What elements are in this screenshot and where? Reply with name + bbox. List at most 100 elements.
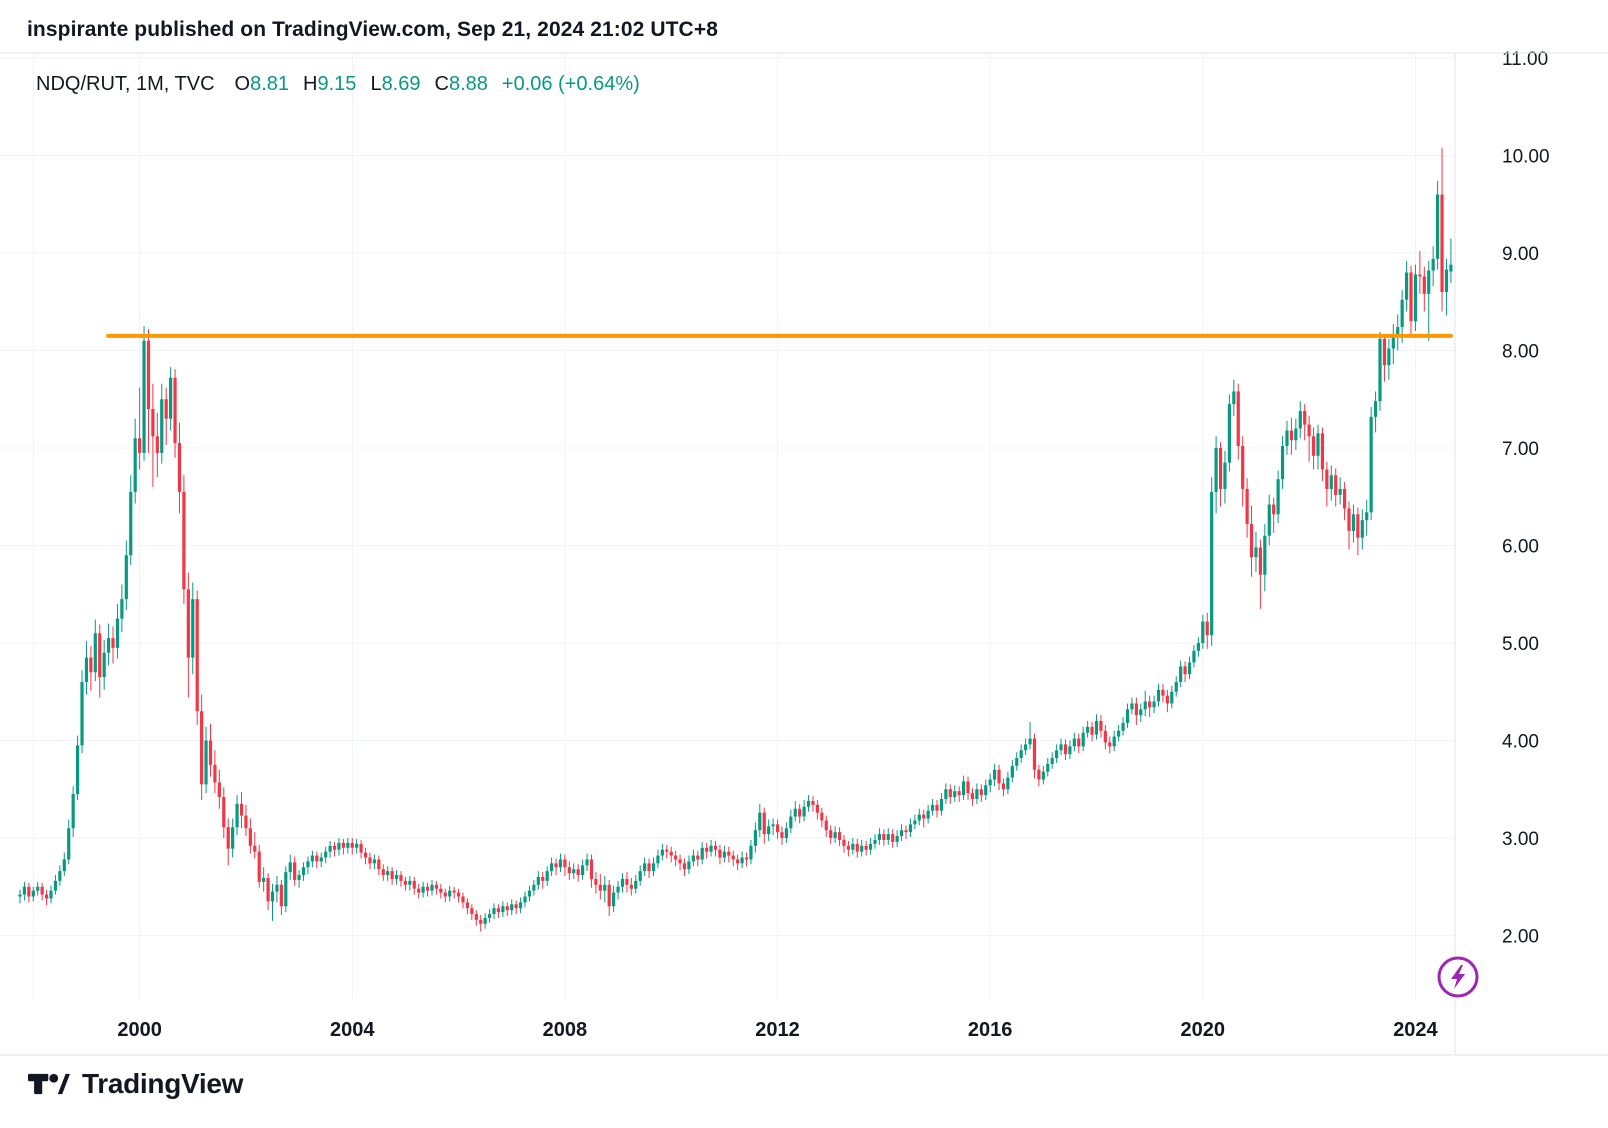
candle-body (1351, 514, 1356, 531)
candle-body (1134, 703, 1138, 716)
candle-body (678, 859, 682, 864)
candle-body (186, 589, 190, 658)
candle-body (40, 886, 44, 895)
candle-body (355, 843, 359, 848)
candle-body (1396, 327, 1400, 335)
candle-body (217, 782, 221, 798)
candle-body (44, 894, 49, 899)
candle-body (1081, 732, 1085, 747)
candle-body (412, 880, 416, 889)
candle-body (1325, 469, 1329, 489)
candle-body (753, 830, 757, 846)
candle-body (421, 886, 425, 893)
candle-body (408, 880, 412, 885)
y-axis-label: 2.00 (1502, 927, 1539, 948)
candle-body (1050, 758, 1054, 764)
candle-body (607, 884, 611, 907)
legend-change: +0.06 (+0.64%) (501, 73, 640, 95)
candle-body (651, 863, 656, 872)
tradingview-footer[interactable]: TradingView (28, 1068, 243, 1100)
candle-body (789, 816, 793, 829)
candle-body (957, 791, 961, 796)
candle-body (1010, 765, 1014, 778)
chart-legend: NDQ/RUT, 1M, TVC O8.81 H9.15 L8.69 C8.88 +0.0… (36, 73, 640, 96)
candle-body (1112, 736, 1116, 747)
candle-body (1258, 547, 1262, 575)
candle-body (359, 843, 363, 853)
candle-body (195, 599, 199, 712)
candle-body (558, 859, 563, 868)
candle-body (1320, 433, 1325, 470)
candle-body (18, 894, 22, 897)
candle-body (275, 884, 279, 892)
candle-body (926, 810, 930, 819)
candle-body (1227, 404, 1231, 463)
candle-body (758, 812, 762, 831)
candle-body (1449, 264, 1453, 272)
candle-body (133, 438, 137, 492)
candle-body (191, 599, 195, 658)
candle-body (222, 797, 226, 828)
candle-body (1303, 410, 1307, 425)
candle-body (603, 884, 607, 891)
candle-body (244, 815, 248, 829)
candle-body (585, 859, 589, 866)
candle-body (527, 890, 532, 897)
candle-body (961, 781, 966, 796)
candle-body (975, 789, 979, 799)
candle-body (882, 834, 886, 840)
x-axis-label: 2008 (543, 1019, 588, 1041)
candle-body (155, 436, 159, 453)
candle-body (1037, 769, 1041, 780)
candle-body (846, 845, 851, 850)
candle-body (837, 832, 842, 840)
symbol-title[interactable]: NDQ/RUT, 1M, TVC (36, 73, 215, 95)
candle-body (1196, 643, 1200, 651)
candle-body (151, 409, 155, 437)
candle-body (1174, 682, 1178, 692)
candle-body (656, 855, 660, 864)
candle-body (262, 877, 266, 882)
candle-body (1090, 726, 1094, 735)
candle-body (461, 896, 465, 903)
candle-body (257, 851, 261, 882)
candle-body (1440, 194, 1444, 292)
legend-low: L8.69 (370, 73, 421, 95)
candle-body (1001, 783, 1006, 790)
candle-body (284, 872, 288, 907)
candle-body (1179, 666, 1183, 682)
candle-body (899, 830, 904, 837)
candle-body (682, 863, 687, 870)
candle-body (700, 847, 704, 860)
candle-body (1015, 758, 1019, 766)
candle-body (780, 832, 784, 838)
candle-body (771, 824, 775, 827)
candle-body (1156, 689, 1161, 702)
candle-body (474, 914, 478, 920)
candle-body (279, 884, 283, 907)
candle-body (1444, 269, 1449, 292)
candle-body (722, 851, 726, 858)
lightning-button[interactable] (1436, 955, 1480, 999)
candle-body (1223, 462, 1227, 489)
candle-body (736, 859, 740, 864)
candle-body (53, 880, 58, 891)
candle-body (1006, 777, 1010, 790)
candle-body (895, 836, 899, 842)
candle-body (1276, 479, 1280, 515)
candle-body (762, 812, 766, 835)
candle-body (634, 880, 638, 889)
candle-body (448, 890, 452, 897)
candle-body (1272, 504, 1276, 515)
candle-body (470, 908, 474, 915)
candle-body (1130, 703, 1134, 710)
candle-body (1413, 274, 1418, 322)
candle-body (784, 828, 788, 838)
candle-body (80, 682, 84, 746)
candle-body (864, 845, 868, 850)
candle-body (581, 865, 585, 876)
candle-body (465, 902, 470, 909)
candle-body (1387, 348, 1391, 366)
candle-body (1369, 416, 1373, 513)
